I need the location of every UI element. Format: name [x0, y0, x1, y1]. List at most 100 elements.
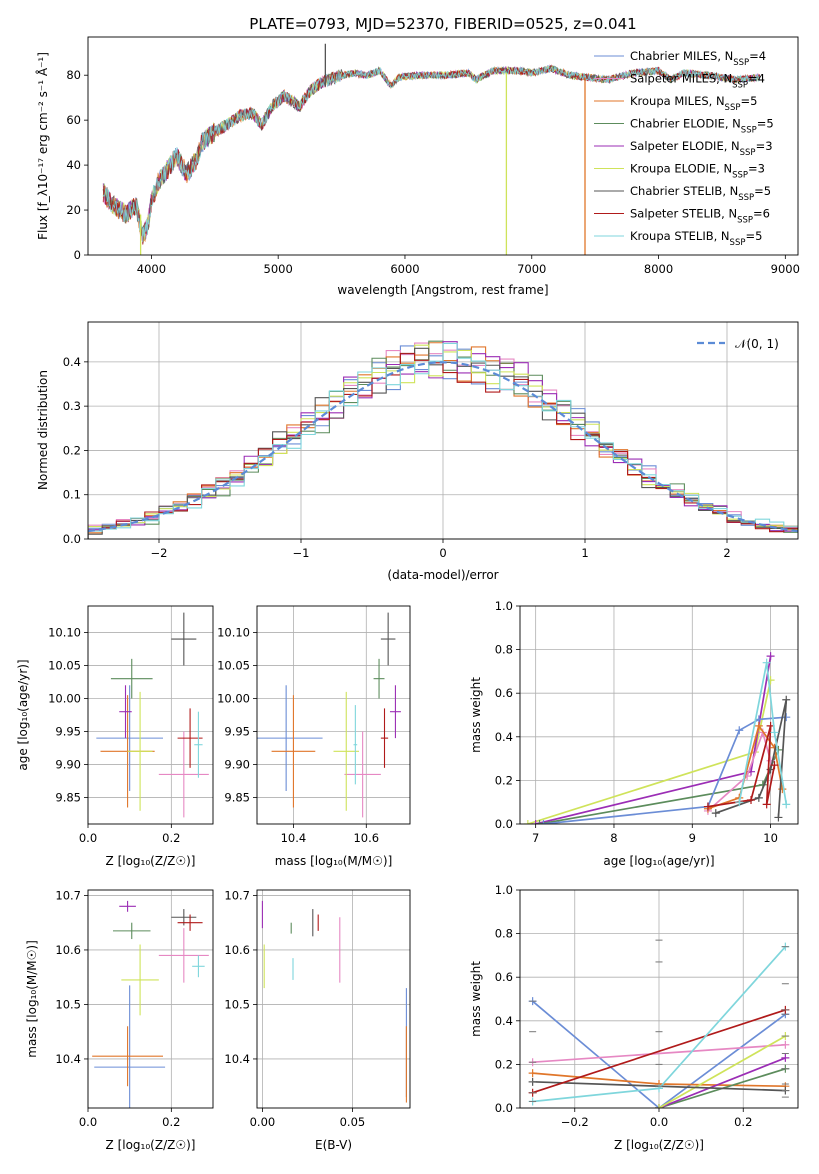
- weight_vs_age-marker-kroupa_stelib: [762, 658, 771, 667]
- weight_vs_Z-ytick-label: 1.0: [495, 883, 513, 897]
- weight_vs_Z-marker-kroupa_miles: [528, 1069, 537, 1078]
- spectrum-xtick-label: 9000: [771, 262, 800, 276]
- mass_vs_Z-xlabel: Z [log₁₀(Z/Z☉)]: [106, 1138, 196, 1152]
- age_vs_Z-ytick-label: 9.95: [55, 725, 81, 739]
- mass_vs_ebv-xtick-label: 0.00: [250, 1115, 276, 1129]
- mass_vs_Z-ytick-label: 10.7: [55, 888, 81, 902]
- legend-label-sub: SSP: [725, 103, 741, 113]
- mass_vs_ebv-ytick-label: 10.4: [224, 1052, 250, 1066]
- legend-label-sub: SSP: [741, 126, 757, 136]
- legend-label-sub: SSP: [737, 216, 753, 226]
- legend-label-text: Chabrier ELODIE, N: [630, 117, 741, 131]
- age_vs_Z-plot-area: [96, 612, 209, 818]
- age_vs_Z-ytick-label: 10.05: [48, 658, 81, 672]
- spectrum-xtick-label: 7000: [517, 262, 546, 276]
- weight_vs_age-xlabel: age [log₁₀(age/yr)]: [603, 854, 714, 868]
- legend-label-suffix: =3: [748, 162, 765, 176]
- age_vs_mass-panel: 10.4 10.6 9.85 9.90 9.95 10.00 10.05 10.10 mass …: [217, 605, 411, 868]
- weight_vs_age-marker-salpeter_stelib: [747, 796, 756, 805]
- weight_vs_age-marker-kroupa_stelib: [782, 800, 791, 809]
- age_vs_Z-ytick-label: 9.90: [55, 758, 81, 772]
- weight_vs_age-ytick-label: 0.2: [495, 773, 513, 787]
- weight_vs_age-plot-area: [523, 652, 791, 824]
- weight_vs_age-marker-chabrier_stelib: [711, 809, 720, 818]
- legend-label-text: Chabrier STELIB, N: [630, 184, 738, 198]
- age_vs_Z-ylabel: age [log₁₀(age/yr)]: [16, 659, 30, 770]
- weight_vs_age-marker-salpeter_elodie: [766, 652, 775, 661]
- weight_vs_age-marker-kroupa_stelib: [770, 728, 779, 737]
- weight_vs_age-marker-chabrier_stelib: [782, 695, 791, 704]
- legend-label-text: Salpeter ELODIE, N: [630, 139, 740, 153]
- legend-label-sub: SSP: [738, 193, 754, 203]
- legend-label-suffix: =5: [754, 184, 771, 198]
- spectrum-xtick-label: 5000: [264, 262, 293, 276]
- residuals-xtick-label: −2: [151, 546, 168, 560]
- spectrum-ytick-label: 60: [66, 113, 81, 127]
- weight_vs_age-marker-salpeter_elodie: [531, 820, 540, 824]
- residuals-xlabel: (data-model)/error: [387, 568, 498, 582]
- spectrum-ytick-label: 0: [74, 248, 81, 262]
- weight_vs_age-line-kroupa_stelib: [738, 662, 788, 805]
- residuals-xtick-label: 1: [581, 546, 588, 560]
- mass_vs_ebv-plot-area: [261, 900, 407, 1103]
- weight_vs_Z-line-salpeter_miles: [532, 1043, 786, 1064]
- mass_vs_Z-ytick-label: 10.4: [55, 1052, 81, 1066]
- age_vs_Z-frame: [87, 605, 214, 825]
- weight_vs_age-marker-kroupa_stelib: [735, 798, 744, 807]
- age_vs_Z-xtick-label: 0.2: [162, 831, 180, 845]
- legend-label-salpeter_elodie: Salpeter ELODIE, NSSP=3: [630, 139, 773, 158]
- weight_vs_Z-xtick-label: 0.2: [734, 1115, 752, 1129]
- mass_vs_ebv-ytick-label: 10.5: [224, 997, 250, 1011]
- weight_vs_Z-line-salpeter_stelib: [532, 1009, 786, 1094]
- spectrum-xtick-label: 8000: [644, 262, 673, 276]
- age_vs_mass-frame: [256, 605, 411, 825]
- age_vs_mass-ytick-label: 10.10: [217, 625, 250, 639]
- weight_vs_Z-marker-salpeter_miles: [781, 1040, 790, 1049]
- legend-label-text: Kroupa ELODIE, N: [630, 162, 732, 176]
- mass_vs_ebv-ytick-label: 10.6: [224, 943, 250, 957]
- age_vs_Z-xlabel: Z [log₁₀(Z/Z☉)]: [106, 854, 196, 868]
- legend-label-text: Kroupa STELIB, N: [630, 229, 730, 243]
- mass_vs_Z-plot-area: [92, 900, 209, 1108]
- age_vs_Z-panel: 0.0 0.2 9.85 9.90 9.95 10.00 10.05 10.10 Z [log₁…: [16, 605, 214, 868]
- legend-label-kroupa_elodie: Kroupa ELODIE, NSSP=3: [630, 162, 765, 181]
- weight_vs_Z-ytick-label: 0.6: [495, 970, 513, 984]
- spectrum-ytick-label: 40: [66, 158, 81, 172]
- weight_vs_age-marker-chabrier_miles: [735, 726, 744, 735]
- residuals-xtick-label: 0: [439, 546, 446, 560]
- weight_vs_Z-panel: −0.2 0.0 0.2 0.0 0.2 0.4 0.6 0.8 1.0 Z [log₁₀(Z/Z…: [469, 883, 799, 1152]
- spectrum-panel: 4000 5000 6000 7000 8000 9000 0 20 40 60 80 PLATE=0…: [35, 15, 800, 297]
- legend-label-sub: SSP: [732, 171, 748, 181]
- legend-label-suffix: =5: [740, 94, 757, 108]
- legend-label-chabrier_elodie: Chabrier ELODIE, NSSP=5: [630, 117, 774, 136]
- mass_vs_Z-xtick-label: 0.2: [162, 1115, 180, 1129]
- legend-label-salpeter_stelib: Salpeter STELIB, NSSP=6: [630, 207, 770, 226]
- age_vs_Z-xtick-label: 0.0: [79, 831, 97, 845]
- weight_vs_Z-xtick-label: −0.2: [561, 1115, 589, 1129]
- weight_vs_Z-line-chabrier_miles: [532, 1000, 786, 1108]
- residuals-ytick-label: 0.3: [63, 399, 81, 413]
- residuals-plot-area: [88, 340, 798, 539]
- legend-label-chabrier_miles: Chabrier MILES, NSSP=4: [630, 49, 766, 68]
- residuals-ytick-label: 0.2: [63, 443, 81, 457]
- mass_vs_ebv-frame: [256, 889, 411, 1109]
- age_vs_Z-ytick-label: 10.10: [48, 625, 81, 639]
- age_vs_mass-ytick-label: 9.90: [224, 758, 250, 772]
- spectrum-title: PLATE=0793, MJD=52370, FIBERID=0525, z=0…: [249, 15, 636, 33]
- residuals-ytick-label: 0.4: [63, 355, 81, 369]
- weight_vs_age-marker-chabrier_miles: [782, 713, 791, 722]
- weight_vs_Z-frame: [519, 889, 799, 1109]
- weight_vs_Z-ylabel: mass weight: [469, 961, 483, 1037]
- spectrum-plot-area: [102, 43, 761, 255]
- residuals-xtick-label: 2: [723, 546, 730, 560]
- age_vs_Z-ytick-label: 9.85: [55, 791, 81, 805]
- weight_vs_age-line-salpeter_miles: [707, 729, 772, 812]
- mass_vs_Z-panel: 0.0 0.2 10.4 10.5 10.6 10.7 Z [log₁₀(Z/Z☉)] mas…: [25, 888, 214, 1152]
- weight_vs_Z-xlabel: Z [log₁₀(Z/Z☉)]: [614, 1138, 704, 1152]
- weight_vs_age-marker-chabrier_stelib: [754, 793, 763, 802]
- legend-label-suffix: =5: [745, 229, 762, 243]
- mass_vs_ebv-ytick-label: 10.7: [224, 888, 250, 902]
- mass_vs_ebv-xlabel: E(B-V): [315, 1138, 352, 1152]
- weight_vs_Z-ytick-label: 0.8: [495, 927, 513, 941]
